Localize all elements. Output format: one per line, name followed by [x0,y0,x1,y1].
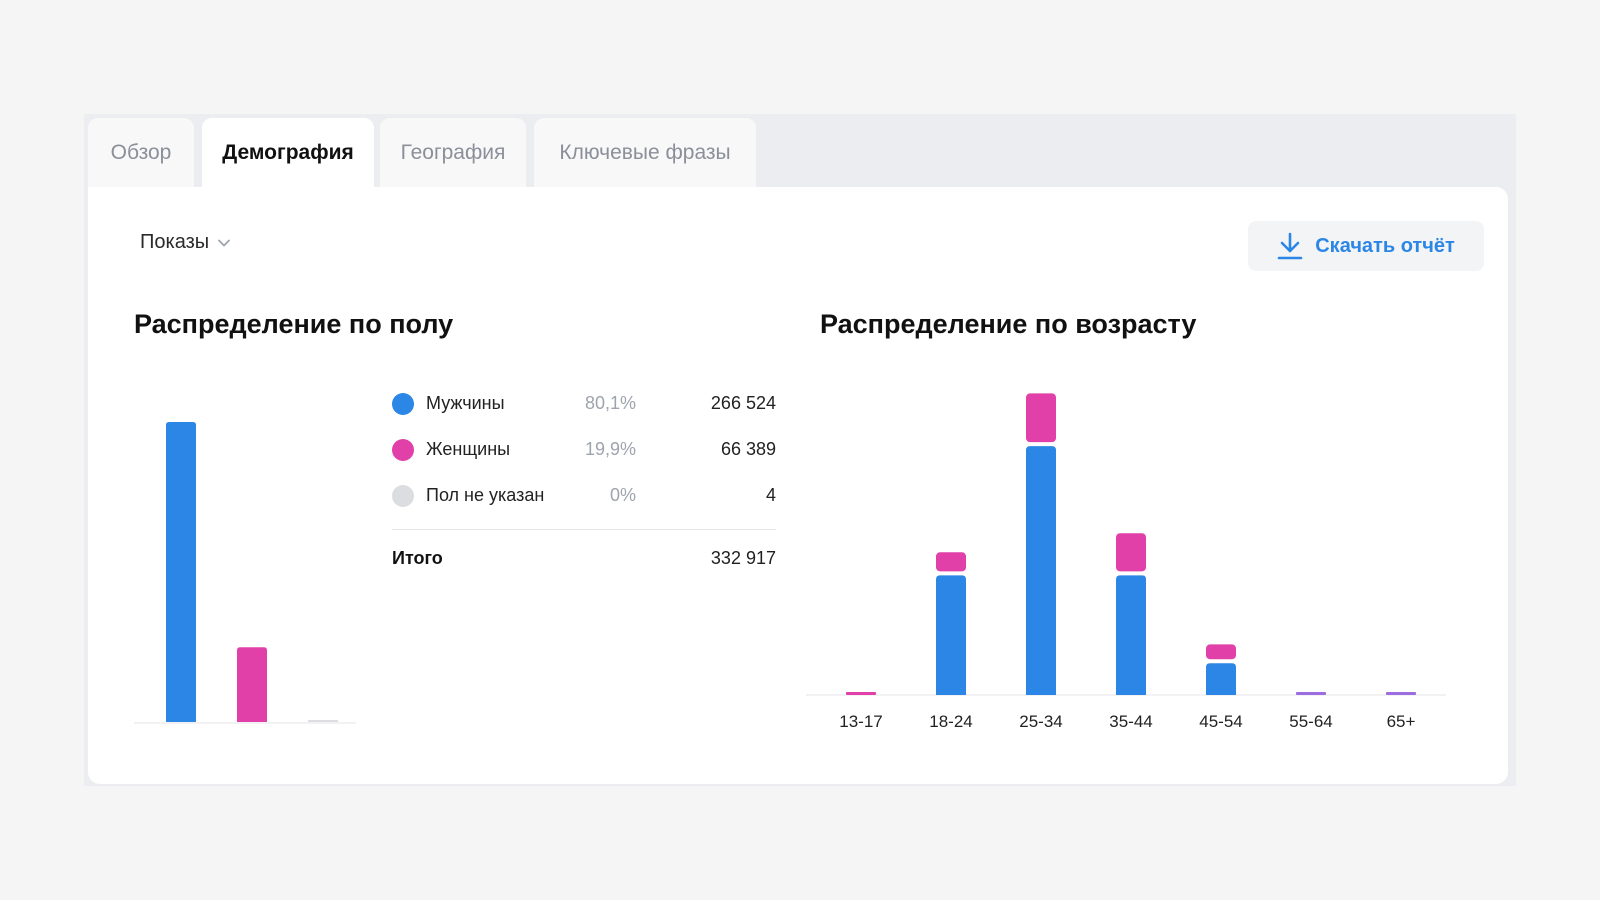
legend-total-label: Итого [392,548,443,568]
age-bar-female [1296,692,1326,695]
legend-dot-female [392,439,414,461]
age-tick-label: 35-44 [1109,712,1152,731]
gender-bar [237,647,267,722]
legend-row-unknown: Пол не указан 0% 4 [392,477,776,523]
gender-bar [166,422,196,722]
metric-dropdown[interactable]: Показы [140,231,231,254]
tab-key-phrases[interactable]: Ключевые фразы [534,118,756,188]
age-tick-label: 13-17 [839,712,882,731]
demography-panel: Показы Скачать отчёт Распределение по по… [88,187,1508,784]
age-bar-male [1026,446,1056,695]
legend-total-row: Итого 332 917 [392,530,776,580]
age-bar-female [1386,692,1416,695]
age-bar-female [1206,644,1236,660]
legend-percent-unknown: 0% [609,485,636,505]
legend-dot-male [392,393,414,415]
legend-value-unknown: 4 [765,485,776,505]
tab-geography[interactable]: География [380,118,526,188]
download-report-button[interactable]: Скачать отчёт [1248,221,1484,271]
age-tick-label: 18-24 [929,712,972,731]
age-tick-label: 25-34 [1019,712,1062,731]
legend-total-value: 332 917 [710,548,776,568]
age-bar-male [936,575,966,695]
age-bar-female [1116,533,1146,572]
age-distribution-title: Распределение по возрасту [820,309,1197,339]
gender-distribution-title: Распределение по полу [134,309,454,339]
gender-bar-chart [134,422,356,724]
legend-dot-unknown [392,485,414,507]
legend-label-female: Женщины [426,439,511,459]
age-bar-male [1206,663,1236,695]
age-bar-female [1026,393,1056,443]
gender-legend: Мужчины 80,1% 266 524 Женщины 19,9% 66 3… [392,385,776,580]
age-tick-label: 65+ [1387,712,1416,731]
gender-bar [308,720,338,722]
age-tick-label: 55-64 [1289,712,1332,731]
age-bar-female [846,692,876,695]
legend-label-male: Мужчины [426,393,505,413]
download-report-label: Скачать отчёт [1315,234,1455,257]
legend-divider [392,529,776,530]
metric-dropdown-label: Показы [140,231,210,253]
chevron-down-icon [218,239,231,246]
age-bar-chart: 13-17 18-24 25-34 35-44 45-54 55-64 65+ [806,393,1446,731]
tab-overview[interactable]: Обзор [88,118,194,188]
legend-row-male: Мужчины 80,1% 266 524 [392,385,776,431]
legend-label-unknown: Пол не указан [426,485,545,505]
age-bar-female [936,552,966,572]
legend-percent-male: 80,1% [584,393,636,413]
age-tick-label: 45-54 [1199,712,1242,731]
legend-row-female: Женщины 19,9% 66 389 [392,431,776,477]
legend-percent-female: 19,9% [584,439,636,459]
download-icon [1277,232,1303,260]
age-bar-male [1116,575,1146,695]
legend-value-male: 266 524 [710,393,776,413]
tab-demography[interactable]: Демография [202,118,374,188]
legend-value-female: 66 389 [720,439,776,459]
